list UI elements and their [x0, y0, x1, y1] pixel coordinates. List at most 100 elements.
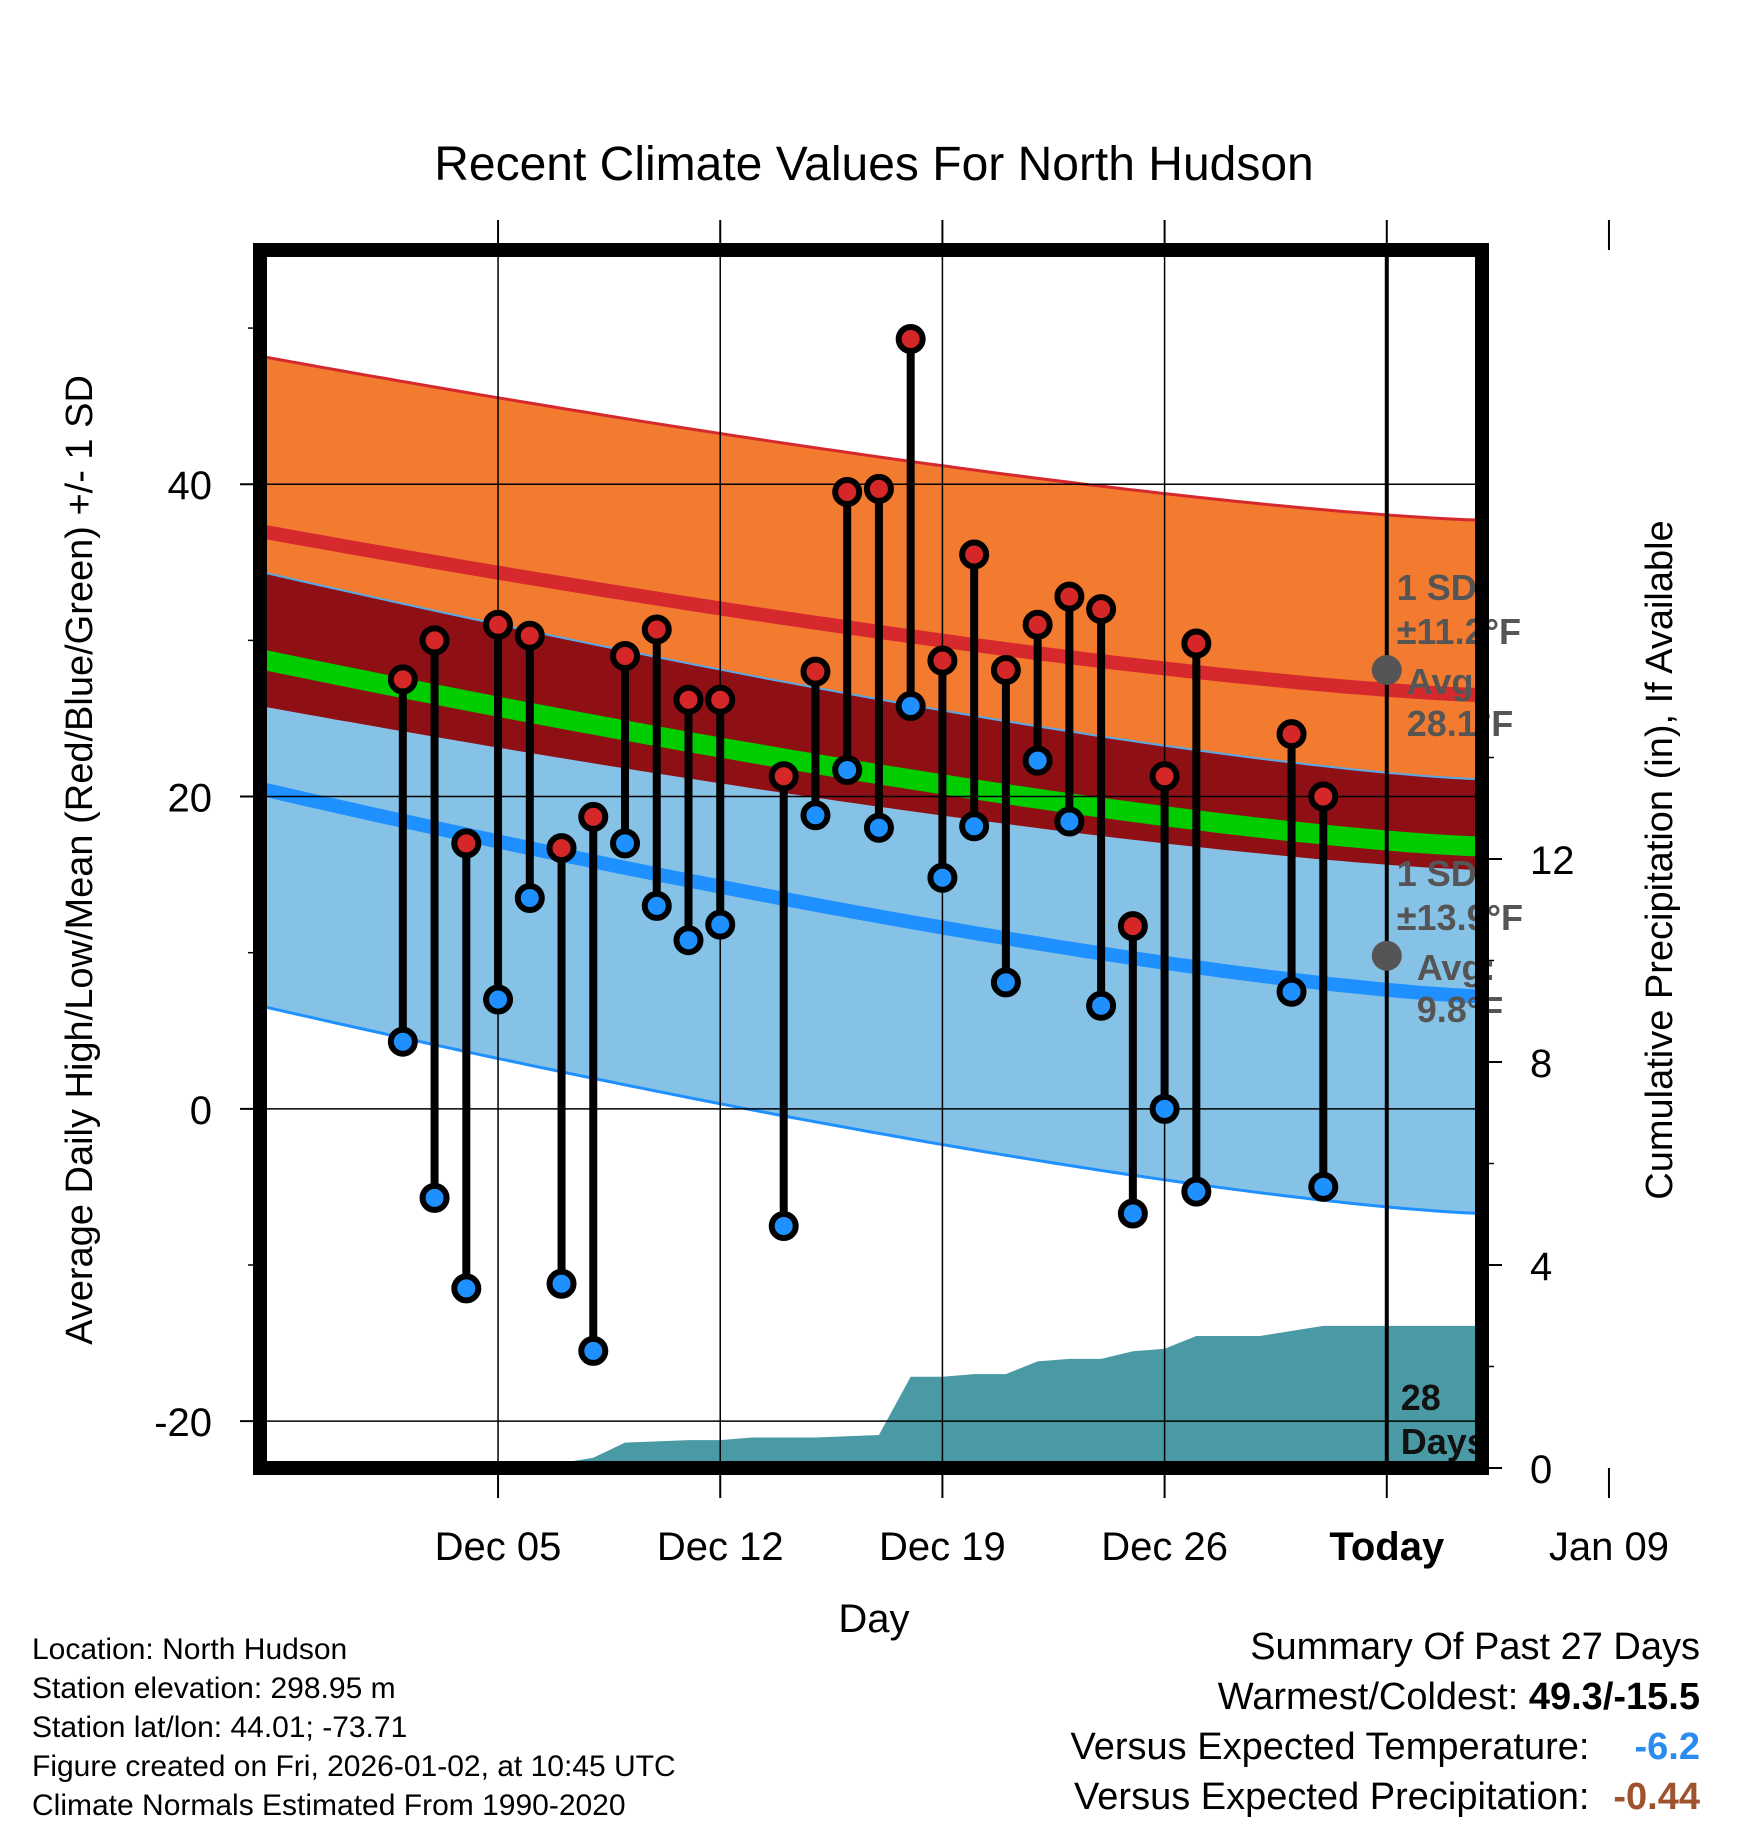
high-point — [705, 684, 736, 715]
high-point — [1181, 628, 1212, 659]
high-sd-label: 1 SD: — [1397, 567, 1489, 608]
high-avg-label: Avg: — [1407, 661, 1486, 702]
summary-temp-value: -6.2 — [1634, 1726, 1700, 1768]
low-point — [1181, 1176, 1212, 1207]
summary-warmest-label: Warmest/Coldest: — [1217, 1676, 1519, 1718]
high-point — [451, 828, 482, 859]
high-point — [546, 833, 577, 864]
high-point — [959, 539, 990, 570]
high-point — [1149, 761, 1180, 792]
high-avg-value: 28.1°F — [1407, 703, 1513, 744]
high-point — [610, 641, 641, 671]
footer-normals: Climate Normals Estimated From 1990-2020 — [32, 1789, 626, 1822]
footer-location: Location: North Hudson — [32, 1633, 348, 1666]
low-point — [546, 1268, 577, 1299]
low-avg-marker — [1371, 940, 1402, 971]
low-point — [990, 967, 1021, 998]
x-tick-label: Dec 19 — [879, 1525, 1006, 1569]
low-point — [959, 811, 990, 842]
high-point — [514, 620, 545, 651]
high-point — [800, 656, 831, 687]
x-tick-label: Dec 12 — [657, 1525, 784, 1569]
low-avg-value: 9.8°F — [1417, 989, 1503, 1030]
y-tick-label: 0 — [190, 1089, 212, 1133]
low-point — [451, 1273, 482, 1304]
low-sd-label: 1 SD: — [1397, 853, 1489, 894]
summary-temp-label: Versus Expected Temperature: — [1070, 1726, 1590, 1768]
days-unit: Days — [1401, 1421, 1487, 1462]
high-normal-line — [260, 524, 1482, 702]
low-point — [1276, 976, 1307, 1007]
axes: -20 0 20 40 0 4 8 12 Dec 05 Dec 12 Dec 19 Dec 26 Tod… — [154, 220, 1669, 1569]
low-sd-value: ±13.9°F — [1397, 897, 1523, 938]
low-point — [641, 890, 672, 921]
low-point — [895, 690, 926, 721]
y-tick-label: 40 — [168, 464, 213, 508]
y2-tick-label: 8 — [1530, 1042, 1552, 1086]
low-point — [578, 1335, 609, 1366]
y2-axis-label: Cumulative Precipitation (in), If Availa… — [1639, 520, 1681, 1199]
high-avg-marker — [1371, 655, 1402, 686]
high-point — [1022, 609, 1053, 640]
low-point — [419, 1182, 450, 1213]
low-point — [1086, 990, 1117, 1021]
chart-title: Recent Climate Values For North Hudson — [434, 138, 1314, 191]
high-point — [927, 645, 958, 676]
high-point — [768, 761, 799, 792]
low-point — [610, 828, 641, 859]
low-sd-upper-line — [260, 570, 1482, 781]
low-point — [768, 1210, 799, 1241]
high-point — [387, 664, 418, 695]
high-point — [1086, 594, 1117, 625]
summary-title: Summary Of Past 27 Days — [1250, 1626, 1700, 1668]
low-point — [927, 862, 958, 893]
y-axis-label: Average Daily High/Low/Mean (Red/Blue/Gr… — [59, 375, 101, 1345]
high-point — [1276, 719, 1307, 750]
footer-latlon: Station lat/lon: 44.01; -73.71 — [32, 1711, 408, 1744]
high-point — [832, 477, 863, 508]
x-tick-label: Jan 09 — [1549, 1525, 1669, 1569]
days-count: 28 — [1401, 1377, 1441, 1418]
high-point — [483, 609, 514, 640]
summary-panel: Summary Of Past 27 Days Warmest/Coldest:… — [1071, 1622, 1700, 1822]
y2-tick-label: 0 — [1530, 1448, 1552, 1492]
low-point — [1149, 1093, 1180, 1124]
low-point — [1117, 1198, 1148, 1229]
summary-precip-value: -0.44 — [1613, 1776, 1700, 1818]
y-tick-label: 20 — [168, 777, 213, 821]
low-point — [387, 1026, 418, 1057]
low-point — [1022, 745, 1053, 776]
low-point — [483, 984, 514, 1015]
high-point — [673, 684, 704, 715]
x-axis-label: Day — [838, 1597, 909, 1641]
low-point — [832, 754, 863, 785]
x-tick-label: Dec 05 — [435, 1525, 562, 1569]
low-point — [863, 812, 894, 843]
low-point — [1054, 806, 1085, 837]
high-point — [578, 801, 609, 832]
x-tick-label: Dec 26 — [1101, 1525, 1228, 1569]
low-point — [514, 883, 545, 914]
data-marks — [387, 324, 1402, 1366]
high-sd-value: ±11.2°F — [1397, 611, 1521, 652]
high-point — [641, 614, 672, 645]
high-point — [1308, 781, 1339, 812]
plot-frame — [253, 243, 1489, 1475]
summary-warmest-value: 49.3/-15.5 — [1528, 1676, 1700, 1718]
y-tick-label: -20 — [154, 1401, 212, 1445]
high-point — [1117, 911, 1148, 942]
footer-elevation: Station elevation: 298.95 m — [32, 1672, 396, 1705]
low-point — [705, 909, 736, 940]
high-point — [1054, 581, 1085, 612]
low-point — [673, 925, 704, 956]
y2-tick-label: 4 — [1530, 1245, 1552, 1289]
overlap-band — [260, 571, 1482, 870]
high-point — [419, 625, 450, 656]
high-point — [990, 655, 1021, 686]
y2-tick-label: 12 — [1530, 839, 1575, 883]
station-info: Location: North Hudson Station elevation… — [32, 1630, 676, 1825]
high-sd-upper-line — [260, 354, 1482, 522]
summary-precip-label: Versus Expected Precipitation: — [1074, 1776, 1590, 1818]
